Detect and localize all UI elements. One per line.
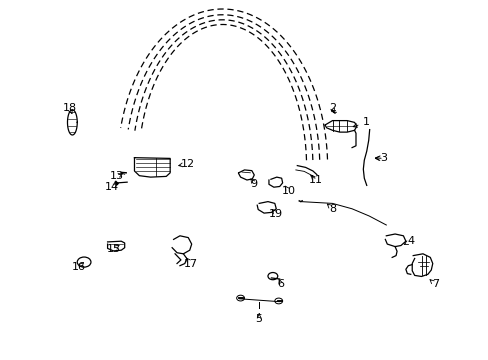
Text: 16: 16 (72, 262, 86, 272)
Text: 15: 15 (106, 244, 120, 254)
Text: 17: 17 (183, 258, 197, 269)
Text: 13: 13 (109, 171, 123, 181)
Text: 11: 11 (308, 175, 322, 185)
Text: 12: 12 (181, 159, 195, 169)
Text: 8: 8 (328, 204, 335, 214)
Text: 2: 2 (328, 103, 335, 113)
Text: 3: 3 (380, 153, 386, 163)
Text: 7: 7 (431, 279, 438, 289)
Text: 1: 1 (363, 117, 369, 127)
Text: 10: 10 (281, 186, 295, 196)
Text: 6: 6 (277, 279, 284, 289)
Text: 5: 5 (255, 314, 262, 324)
Text: 9: 9 (250, 179, 257, 189)
Text: 4: 4 (407, 236, 413, 246)
Text: 14: 14 (104, 182, 118, 192)
Text: 18: 18 (62, 103, 76, 113)
Text: 19: 19 (269, 209, 283, 219)
